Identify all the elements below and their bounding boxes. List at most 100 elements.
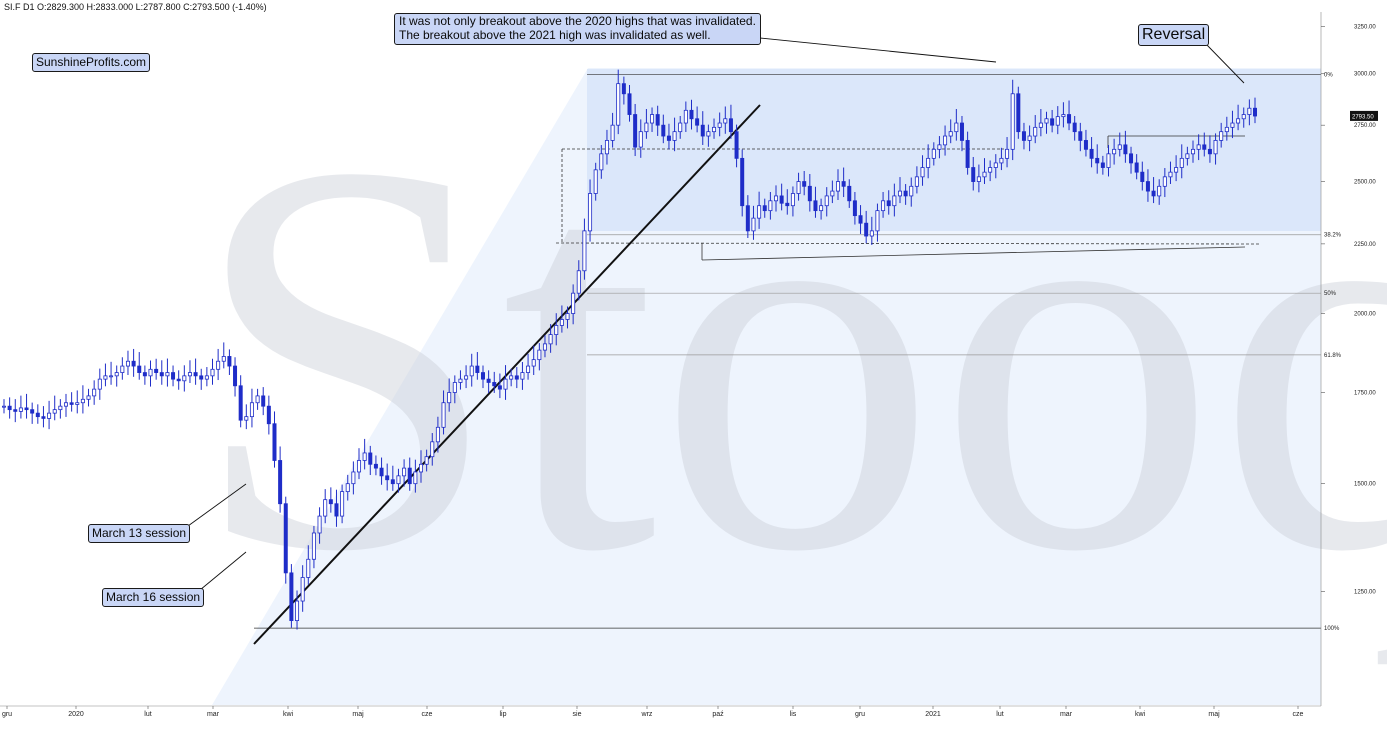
x-tick-label: lis <box>790 711 797 718</box>
candle-body <box>1100 162 1105 168</box>
x-tick-label: 2020 <box>68 711 84 718</box>
candle-body <box>486 378 491 383</box>
candle-body <box>762 205 767 212</box>
candle-body <box>514 375 519 380</box>
candle-body <box>976 176 981 182</box>
candle-body <box>334 503 339 517</box>
candle-body <box>1207 148 1212 155</box>
candle-body <box>503 378 508 390</box>
candle-body <box>796 181 801 194</box>
candle-body <box>58 405 63 411</box>
candle-body <box>1112 148 1117 155</box>
candle-body <box>2 405 7 408</box>
candle-body <box>858 215 863 224</box>
candle-body <box>678 122 683 133</box>
x-tick-label: cze <box>422 711 433 718</box>
candle-body <box>616 83 621 126</box>
candle-body <box>413 471 418 485</box>
candle-body <box>1241 114 1246 120</box>
candle-body <box>125 360 130 367</box>
candle-body <box>266 405 271 425</box>
fib-label: 61.8% <box>1324 353 1342 359</box>
candle-body <box>458 378 463 383</box>
candle-body <box>165 372 170 377</box>
candle-body <box>712 126 717 133</box>
candle-body <box>593 169 598 194</box>
breakout-callout: It was not only breakout above the 2020 … <box>394 13 761 45</box>
candle-body <box>227 356 232 367</box>
candle-body <box>204 375 209 380</box>
y-tick-label: 2500.00 <box>1354 180 1376 186</box>
candle-body <box>1168 171 1173 178</box>
candle-body <box>210 368 215 377</box>
candle-body <box>1055 116 1060 126</box>
candle-body <box>171 372 176 380</box>
fib-label: 50% <box>1324 291 1337 297</box>
candle-body <box>345 483 350 493</box>
x-tick-label: gru <box>855 711 865 718</box>
candle-body <box>1224 126 1229 133</box>
reversal-callout: Reversal <box>1138 24 1210 46</box>
candle-body <box>1191 148 1196 155</box>
candle-body <box>159 372 164 377</box>
candle-body <box>131 360 136 367</box>
candle-body <box>509 375 514 380</box>
y-tick-label: 3250.00 <box>1354 24 1376 30</box>
candle-body <box>734 131 739 159</box>
candle-body <box>385 475 390 481</box>
candle-body <box>847 185 852 202</box>
candle-body <box>430 441 435 458</box>
x-tick-label: lut <box>996 711 1003 718</box>
candle-body <box>464 375 469 380</box>
candle-body <box>768 200 773 212</box>
candle-body <box>1213 140 1218 155</box>
candle-body <box>1083 140 1088 150</box>
candle-body <box>830 190 835 197</box>
candle-body <box>869 230 874 237</box>
candle-body <box>114 372 119 377</box>
candle-body <box>182 375 187 382</box>
candle-body <box>520 372 525 380</box>
candle-body <box>993 162 998 168</box>
candle-body <box>576 270 581 294</box>
candle-body <box>982 171 987 178</box>
candle-body <box>52 409 57 414</box>
candle-body <box>1095 157 1100 164</box>
grid: 0% 38.2% 50% 61.8% 100% <box>254 73 1342 632</box>
march16-pointer <box>199 551 247 591</box>
candle-body <box>1027 135 1032 141</box>
candle-body <box>120 365 125 373</box>
candle-body <box>1230 122 1235 128</box>
candle-body <box>959 122 964 141</box>
candle-body <box>841 181 846 187</box>
candle-body <box>154 368 159 373</box>
x-tick-label: paź <box>712 711 724 718</box>
candle-body <box>531 359 536 367</box>
candle-body <box>1134 162 1139 173</box>
candle-body <box>1253 107 1258 117</box>
candle-body <box>396 475 401 485</box>
y-tick-label: 1250.00 <box>1354 590 1376 596</box>
candle-body <box>582 230 587 272</box>
candle-body <box>779 195 784 204</box>
candle-body <box>452 382 457 393</box>
candle-body <box>238 385 243 421</box>
candle-body <box>193 372 198 377</box>
candle-body <box>638 131 643 148</box>
x-tick-label: kwi <box>1135 711 1146 718</box>
candle-body <box>137 365 142 373</box>
candle-body <box>971 167 976 182</box>
candle-body <box>1129 153 1134 164</box>
axes: 3250.00 3000.00 2750.00 2500.00 2250.00 2000.… <box>0 12 1378 718</box>
site-label: SunshineProfits.com <box>32 53 151 73</box>
candle-body <box>418 463 423 473</box>
breakout-callout-line1: It was not only breakout above the 2020 … <box>399 14 756 28</box>
candle-body <box>1005 148 1010 159</box>
last-price-tag <box>1350 110 1378 121</box>
candle-body <box>1196 144 1201 150</box>
candle-body <box>774 195 779 202</box>
candle-body <box>644 122 649 133</box>
candle-body <box>1106 153 1111 168</box>
candle-body <box>751 217 756 232</box>
fib-label: 0% <box>1324 73 1333 79</box>
